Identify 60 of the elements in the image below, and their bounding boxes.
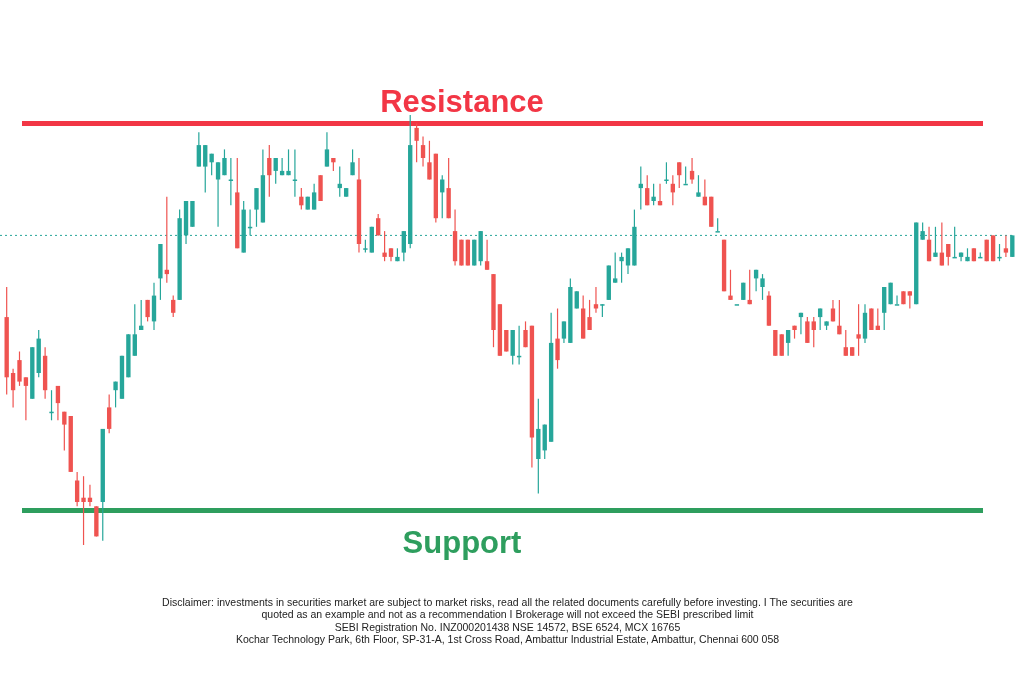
ref-line-label: Resistance: [380, 83, 544, 119]
candlestick: [894, 295, 900, 306]
candlestick: [62, 411, 67, 451]
candlestick: [587, 299, 592, 331]
candlestick: [523, 320, 528, 348]
text: Disclaimer: investments in securities market are subject to market risks, read all the related documents carefully before investing. I The securities are quoted as an example and not as a recommendation I Brokerage will not exceed the SEBI prescribed limit: [162, 596, 854, 621]
candlestick: [811, 316, 816, 348]
candlestick: [203, 144, 208, 193]
candlestick: [286, 148, 291, 176]
candlestick: [1003, 234, 1009, 258]
candlestick: [593, 286, 599, 314]
candlestick: [689, 157, 695, 185]
candlestick: [613, 252, 618, 284]
candlestick: [414, 123, 419, 163]
text: SEBI Registration No. INZ000201438 NSE 14572, BSE 6524, MCX 16765: [334, 620, 681, 633]
candlestick: [324, 131, 330, 168]
candlestick: [561, 320, 567, 344]
candlestick: [171, 295, 176, 318]
candlestick: [728, 269, 733, 301]
candlestick: [132, 303, 137, 357]
candlestick: [81, 475, 86, 546]
candlestick: [10, 368, 16, 408]
candlestick: [196, 131, 202, 168]
candlestick: [1010, 234, 1015, 258]
candlestick: [843, 329, 848, 357]
candlestick: [382, 230, 387, 262]
candlestick: [785, 329, 791, 357]
candlestick: [805, 316, 810, 344]
candlestick: [651, 183, 656, 206]
candlestick: [222, 148, 227, 176]
candlestick: [106, 393, 112, 434]
candlestick: [555, 307, 560, 370]
candlestick: [779, 333, 784, 357]
candlestick: [760, 273, 765, 301]
candlestick: [619, 252, 624, 284]
candlestick: [427, 140, 432, 181]
candlestick: [17, 350, 22, 387]
candlestick: [273, 157, 278, 185]
candlestick: [946, 243, 951, 267]
candlestick: [696, 174, 701, 198]
candlestick: [254, 187, 259, 228]
candlestick: [504, 329, 509, 353]
candlestick: [113, 381, 118, 408]
candlestick: [350, 148, 355, 176]
candlestick: [215, 161, 221, 228]
candlestick: [837, 299, 842, 335]
candlestick: [55, 385, 61, 421]
candlestick: [856, 303, 861, 357]
candlestick: [484, 239, 490, 271]
candlestick: [420, 135, 426, 168]
candlestick: [939, 221, 945, 267]
candlestick: [267, 144, 272, 198]
candlestick: [311, 183, 317, 211]
candlestick: [677, 161, 682, 189]
ref-line-label: Support: [402, 524, 522, 560]
text: Kochar Technology Park, 6th Floor, SP-31-A, 1st Cross Road, Ambattur Industrial Estate, Ambattur, Chennai 600 058: [235, 632, 780, 645]
candlestick: [645, 174, 650, 206]
candlestick: [23, 376, 29, 421]
candlestick: [299, 187, 304, 211]
candlestick: [625, 247, 631, 275]
